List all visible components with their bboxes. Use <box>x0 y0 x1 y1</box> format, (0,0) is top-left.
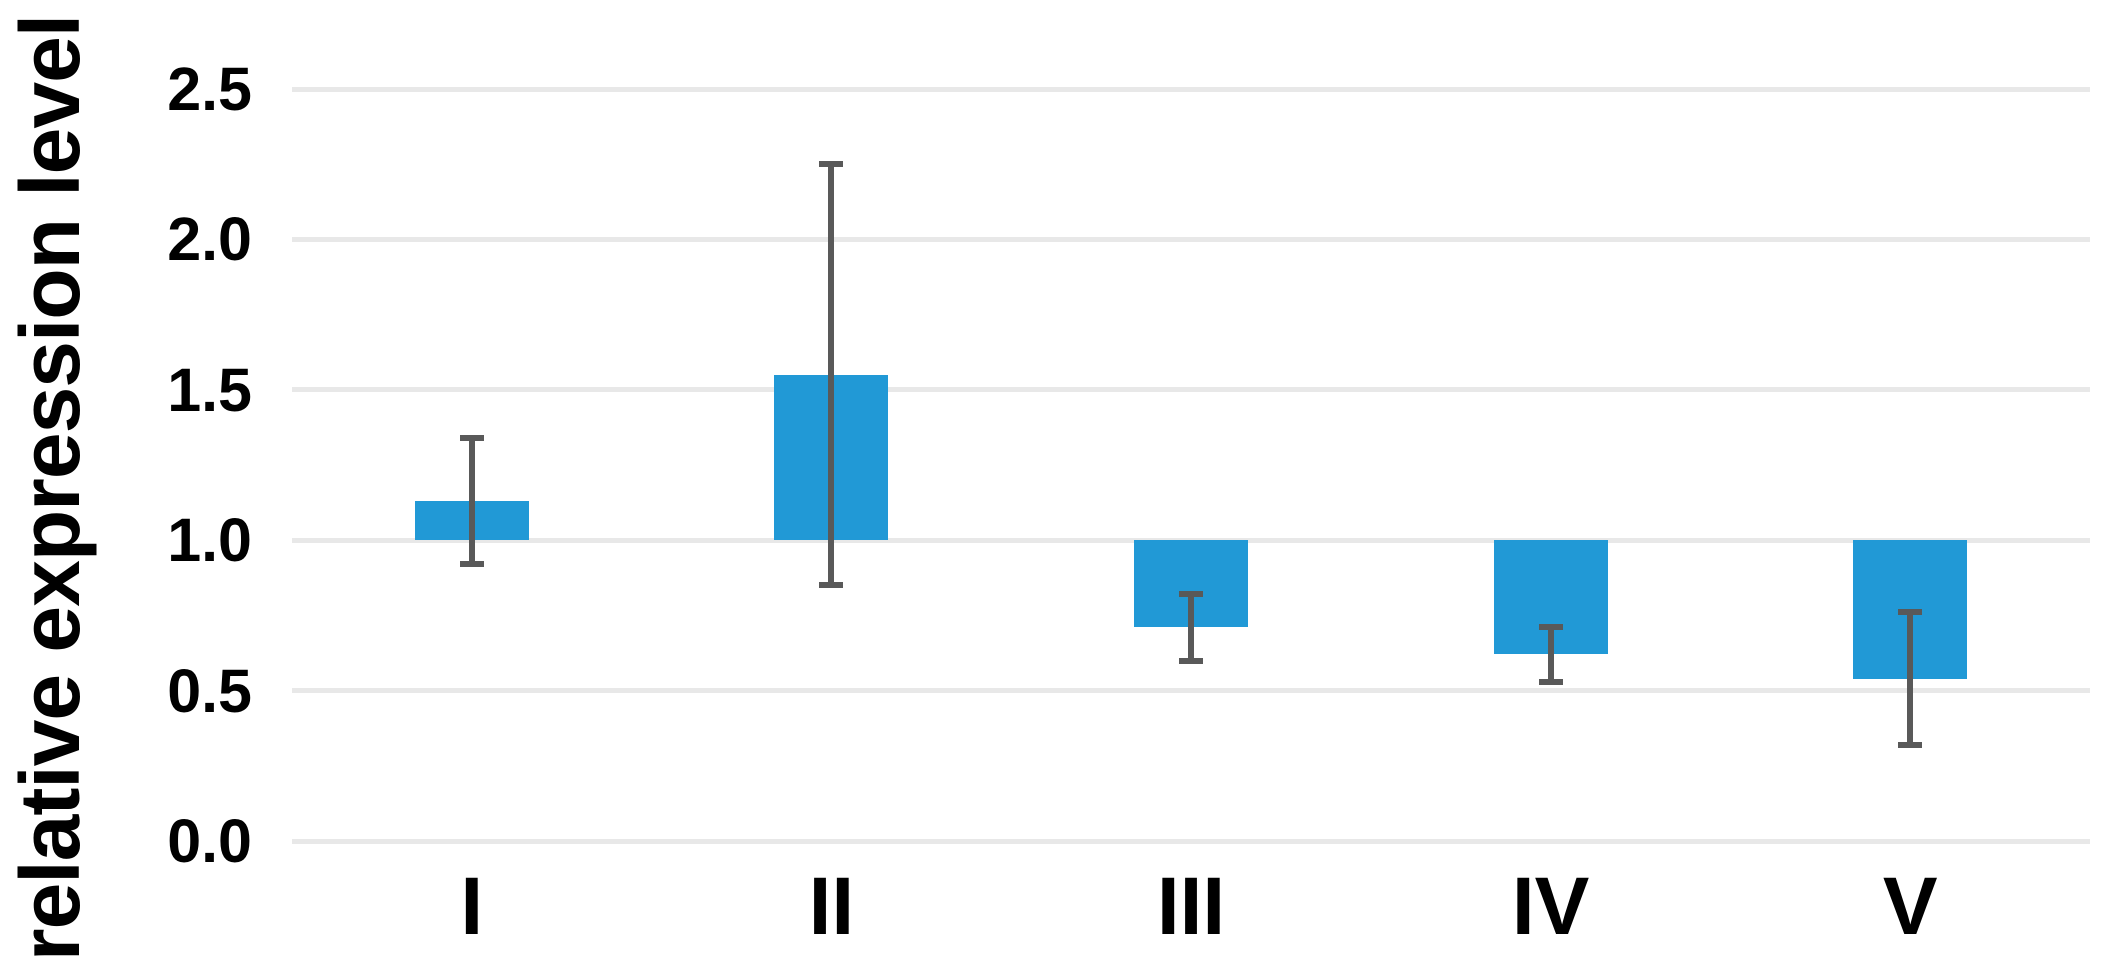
error-bar-cap-bottom <box>819 582 844 589</box>
error-bar-cap-top <box>1179 591 1203 598</box>
y-tick-label: 1.0 <box>167 506 252 575</box>
x-category-label: V <box>1882 861 1938 952</box>
y-gridline <box>292 86 2090 92</box>
error-bar-line <box>828 164 835 586</box>
x-category-label: III <box>1156 861 1226 952</box>
error-bar-line <box>1907 612 1914 745</box>
error-bar-line <box>1547 627 1554 682</box>
error-bar-cap-top <box>459 434 484 441</box>
y-tick-label: 0.5 <box>167 656 252 725</box>
error-bar-cap-bottom <box>1538 678 1563 685</box>
x-category-label: II <box>808 861 855 952</box>
error-bar-line <box>468 437 475 565</box>
y-gridline <box>292 838 2090 844</box>
x-category-label: IV <box>1511 861 1590 952</box>
x-category-label: I <box>460 861 484 952</box>
error-bar-cap-bottom <box>459 561 484 568</box>
error-bar-cap-bottom <box>1898 741 1923 748</box>
error-bar-cap-top <box>1538 624 1563 631</box>
error-bar-line <box>1188 594 1194 661</box>
y-tick-label: 2.0 <box>167 205 252 274</box>
y-gridline <box>292 387 2090 393</box>
y-tick-label: 1.5 <box>167 355 252 424</box>
error-bar-cap-bottom <box>1179 657 1203 664</box>
y-tick-label: 2.5 <box>167 55 252 123</box>
y-gridline <box>292 236 2090 242</box>
y-tick-label: 0.0 <box>167 807 252 875</box>
y-gridline <box>292 688 2090 694</box>
error-bar-cap-top <box>819 161 844 168</box>
error-bar-cap-top <box>1898 609 1923 616</box>
